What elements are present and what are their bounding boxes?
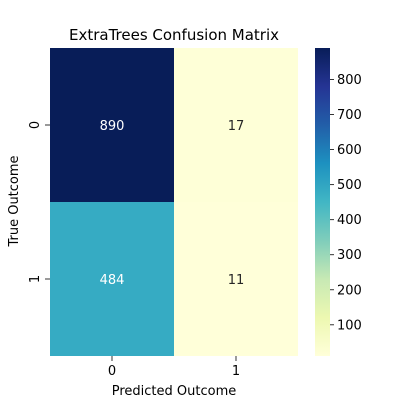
x-tick-label: 0	[108, 364, 116, 379]
y-axis-ticks: 01	[28, 121, 50, 283]
colorbar-gradient	[315, 48, 330, 356]
heatmap-cells	[50, 48, 298, 356]
heatmap-cell-1-1	[174, 202, 298, 356]
cell-labels: 890 17 484 11	[100, 119, 245, 288]
colorbar-tick-label: 200	[337, 283, 362, 298]
heatmap-cell-0-0	[50, 48, 174, 202]
y-axis-label: True Outcome	[7, 155, 22, 247]
colorbar-tick-label: 800	[337, 73, 362, 88]
heatmap-cell-1-0	[50, 202, 174, 356]
colorbar-tick-label: 600	[337, 143, 362, 158]
x-axis-label: Predicted Outcome	[112, 384, 237, 399]
y-tick-label: 1	[28, 275, 43, 283]
colorbar-tick-label: 100	[337, 318, 362, 333]
cell-value-label: 890	[100, 119, 125, 134]
y-tick-label: 0	[28, 121, 43, 129]
colorbar-tick-label: 300	[337, 248, 362, 263]
cell-value-label: 17	[228, 119, 245, 134]
cell-value-label: 484	[100, 273, 125, 288]
cell-value-label: 11	[228, 273, 245, 288]
colorbar: 100 200 300 400 500 600 700 800	[315, 48, 362, 356]
x-tick-label: 1	[232, 364, 240, 379]
chart-title: ExtraTrees Confusion Matrix	[69, 26, 279, 44]
colorbar-tick-label: 400	[337, 213, 362, 228]
heatmap-cell-0-1	[174, 48, 298, 202]
colorbar-tick-label: 700	[337, 108, 362, 123]
colorbar-tick-label: 500	[337, 178, 362, 193]
